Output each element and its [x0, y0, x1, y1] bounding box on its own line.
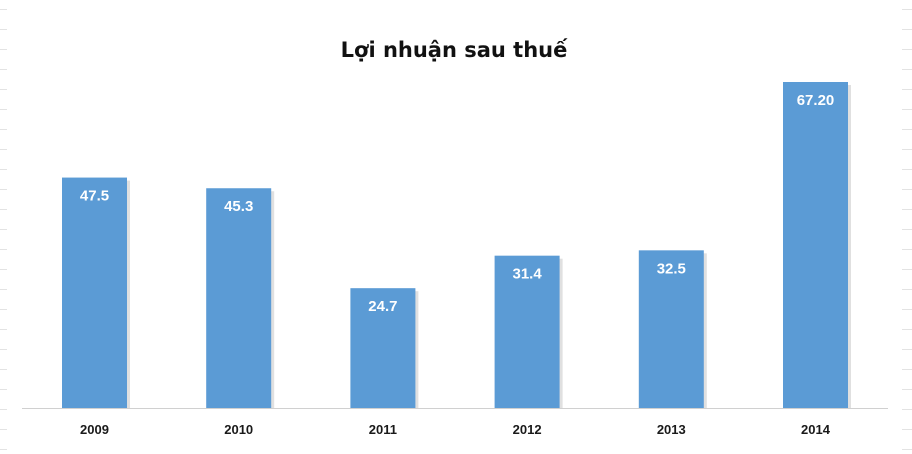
x-tick-label-2009: 2009 [80, 422, 109, 437]
data-label-2013: 32.5 [657, 260, 686, 277]
chart-area [7, 0, 902, 454]
x-tick-label-2014: 2014 [801, 422, 831, 437]
x-tick-label-2010: 2010 [224, 422, 253, 437]
x-tick-label-2013: 2013 [657, 422, 686, 437]
data-label-2011: 24.7 [368, 298, 397, 315]
bar-2014 [783, 82, 848, 408]
bar-2011 [350, 288, 416, 408]
data-label-2010: 45.3 [224, 198, 253, 215]
bar-2010 [206, 188, 272, 408]
bar-2012 [494, 255, 560, 408]
data-label-2014: 67.20 [797, 92, 835, 109]
data-label-2009: 47.5 [80, 188, 109, 205]
chart-title: Lợi nhuận sau thuế [341, 38, 568, 62]
bars-group: 47.5 2009 45.3 2010 24.7 2011 31.4 2012 32.5 2013… [62, 82, 851, 437]
data-label-2012: 31.4 [512, 266, 542, 283]
x-tick-label-2012: 2012 [513, 422, 542, 437]
x-tick-label-2011: 2011 [369, 422, 397, 437]
bar-2013 [638, 250, 704, 408]
bar-2009 [62, 177, 127, 408]
